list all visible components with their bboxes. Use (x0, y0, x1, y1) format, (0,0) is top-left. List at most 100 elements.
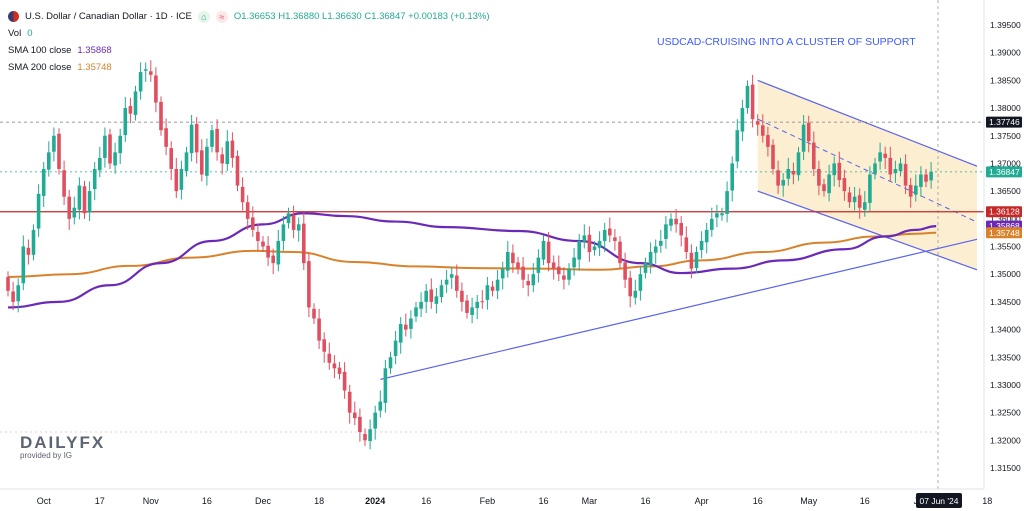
candle-body (893, 168, 898, 174)
candle (67, 189, 71, 230)
candle-body (154, 75, 158, 103)
candle-body (924, 174, 928, 182)
candle-body (225, 141, 230, 165)
candle-body (444, 279, 449, 285)
candle (715, 204, 719, 228)
candle (256, 223, 260, 251)
candle (857, 188, 862, 219)
candle (577, 234, 581, 271)
candle-body (266, 245, 270, 258)
date-label-text: 07 Jun '24 (920, 496, 959, 506)
candle-body (608, 228, 612, 236)
candle (567, 263, 571, 286)
logo-tagline: provided by IG (20, 451, 73, 460)
candle (822, 178, 826, 197)
y-tick-label: 1.35500 (990, 242, 1021, 252)
candle (903, 154, 908, 194)
candle (358, 408, 362, 442)
candle-body (490, 286, 495, 291)
candle (888, 146, 893, 182)
candle (429, 278, 434, 309)
candle-body (684, 237, 689, 253)
candle-body (929, 171, 933, 181)
candle (781, 173, 785, 197)
candle-body (557, 266, 561, 275)
candle (669, 213, 673, 232)
candle (398, 317, 403, 354)
candle (378, 390, 383, 418)
candle (291, 205, 296, 239)
candle-body (495, 279, 500, 291)
candle-body (745, 85, 750, 109)
candle (623, 252, 627, 289)
x-tick-label: Nov (143, 496, 160, 506)
candle-body (710, 218, 714, 230)
y-tick-label: 1.33500 (990, 352, 1021, 362)
candle-body (429, 289, 434, 302)
candle-body (251, 217, 255, 230)
candle (511, 244, 515, 273)
y-tick-label: 1.37000 (990, 158, 1021, 168)
usd-flag-icon (8, 11, 19, 22)
candle (847, 186, 852, 208)
candle (245, 195, 250, 230)
candle-body (123, 108, 128, 136)
candle-body (261, 241, 265, 247)
candle-body (383, 368, 388, 403)
candle-body (847, 192, 852, 203)
candle (771, 139, 775, 175)
candle (679, 216, 683, 247)
candle (276, 229, 281, 272)
candle (480, 290, 485, 309)
candle (628, 270, 632, 308)
candle (674, 209, 678, 233)
candle-body (388, 357, 393, 369)
candle-body (404, 324, 408, 330)
candle-body (118, 135, 122, 154)
x-tick-label: Oct (37, 496, 52, 506)
candle-body (378, 401, 383, 411)
candle-body (801, 124, 806, 152)
price-label: 1.36847 (986, 166, 1022, 178)
candle-body (715, 213, 719, 218)
y-tick-label: 1.32500 (990, 408, 1021, 418)
candle-body (919, 174, 923, 187)
candle (87, 181, 92, 221)
sma100-value: 1.35868 (77, 45, 112, 56)
candle (536, 249, 541, 283)
wave-badge-icon[interactable]: ≈ (215, 10, 228, 23)
price-label-text: 1.35748 (989, 228, 1020, 238)
candle-body (434, 296, 439, 304)
candle-body (419, 301, 423, 309)
legend-sma200-row: SMA 200 close 1.35748 (8, 59, 490, 76)
candle (653, 239, 658, 264)
candle (21, 235, 26, 291)
channel-bottom-line (757, 190, 978, 271)
candle-body (47, 152, 51, 170)
market-badge-icon[interactable]: ⌂ (197, 10, 210, 23)
candle (929, 162, 933, 189)
candle (327, 342, 332, 370)
candle-body (817, 168, 821, 186)
candle-body (16, 285, 20, 302)
candle-body (317, 318, 321, 341)
y-tick-label: 1.34500 (990, 297, 1021, 307)
candle-body (526, 281, 530, 286)
candle (143, 62, 148, 82)
candle (495, 270, 500, 300)
candle (659, 229, 663, 253)
candle-body (373, 412, 377, 429)
candle (465, 295, 469, 319)
candle (337, 362, 342, 380)
candle (347, 384, 352, 424)
candle (388, 351, 393, 374)
candle (613, 229, 617, 251)
candle (562, 267, 566, 290)
candle-body (740, 108, 745, 132)
candle-body (521, 266, 525, 280)
candle (449, 267, 454, 289)
candle (296, 217, 301, 242)
candle-body (766, 135, 770, 147)
